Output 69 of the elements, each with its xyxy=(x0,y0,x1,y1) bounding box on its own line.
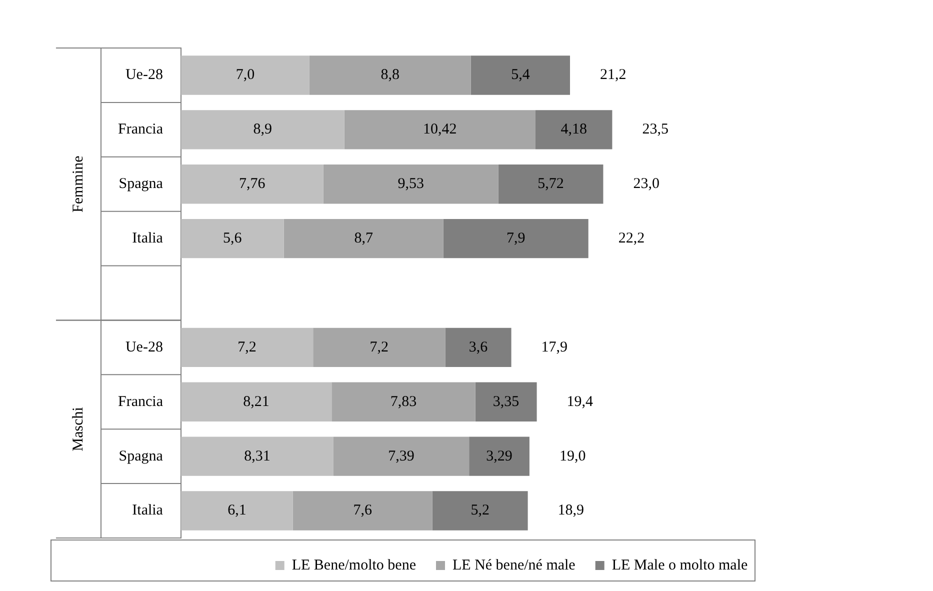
bar xyxy=(180,164,324,204)
data-label: 8,8 xyxy=(380,67,400,84)
y-tick-label: Italia xyxy=(132,502,164,519)
data-label: 8,7 xyxy=(354,230,374,246)
y-tick-label: Francia xyxy=(118,122,164,138)
total-label: 17,9 xyxy=(541,339,568,356)
data-label: 7,76 xyxy=(239,176,266,192)
data-label: 7,39 xyxy=(388,448,414,464)
text: Maschi xyxy=(70,407,86,452)
bar xyxy=(309,56,471,95)
data-label: 3,6 xyxy=(468,339,488,356)
bar xyxy=(470,56,570,95)
bar xyxy=(180,56,310,95)
bar xyxy=(180,110,344,150)
y-tick-label: Ue-28 xyxy=(125,339,163,356)
data-label: 7,2 xyxy=(238,339,256,356)
total-label: 18,9 xyxy=(558,502,584,519)
bar xyxy=(536,110,612,150)
y-tick-label: Ue-28 xyxy=(125,67,163,84)
data-label: 5,6 xyxy=(222,230,242,246)
data-label: 3,35 xyxy=(492,394,520,410)
data-label: 7,2 xyxy=(370,339,389,356)
data-label: 8,31 xyxy=(244,448,270,464)
bar xyxy=(323,164,498,204)
data-label: 10,42 xyxy=(423,122,457,138)
y-tick-label: Spagna xyxy=(118,176,164,192)
data-label: 8,9 xyxy=(253,122,272,138)
bar xyxy=(432,491,528,530)
total-label: 23,5 xyxy=(642,122,668,138)
data-label: 8,21 xyxy=(243,394,270,410)
data-label: 7,9 xyxy=(506,230,526,246)
bar xyxy=(344,110,536,150)
data-label: 6,1 xyxy=(228,502,246,519)
bar xyxy=(498,164,604,204)
total-label: 23,0 xyxy=(633,176,660,192)
data-label: 9,53 xyxy=(398,176,424,192)
legend-label: LE Male o molto male xyxy=(612,557,748,574)
total-label: 21,2 xyxy=(600,67,626,84)
total-label: 19,0 xyxy=(559,448,586,464)
legend-label: LE Bene/molto bene xyxy=(292,557,416,574)
bar xyxy=(180,328,314,368)
bar xyxy=(180,382,332,422)
bar xyxy=(333,436,470,476)
bar xyxy=(180,491,293,530)
data-label: 5,2 xyxy=(470,502,490,519)
total-label: 19,4 xyxy=(566,394,594,410)
total-label: 22,2 xyxy=(618,230,645,246)
legend-label: LE Né bene/né male xyxy=(452,557,576,574)
bar xyxy=(313,328,446,368)
y-tick-label: Francia xyxy=(118,394,164,410)
bar xyxy=(332,382,476,422)
bar xyxy=(443,218,588,258)
data-label: 5,4 xyxy=(511,67,530,84)
data-label: 4,18 xyxy=(560,122,587,138)
bar xyxy=(445,328,512,368)
bar xyxy=(292,491,432,530)
text: Femmine xyxy=(70,155,86,212)
bar xyxy=(469,436,530,476)
bar xyxy=(284,218,444,258)
bar xyxy=(180,436,334,476)
data-label: 7,6 xyxy=(353,502,373,519)
bar xyxy=(180,218,284,258)
data-label: 7,0 xyxy=(236,67,255,84)
data-label: 3,29 xyxy=(486,448,512,464)
data-label: 5,72 xyxy=(538,176,564,192)
y-tick-label: Italia xyxy=(132,230,164,246)
data-label: 7,83 xyxy=(390,394,417,410)
y-tick-label: Spagna xyxy=(118,448,164,464)
bar xyxy=(475,382,537,422)
